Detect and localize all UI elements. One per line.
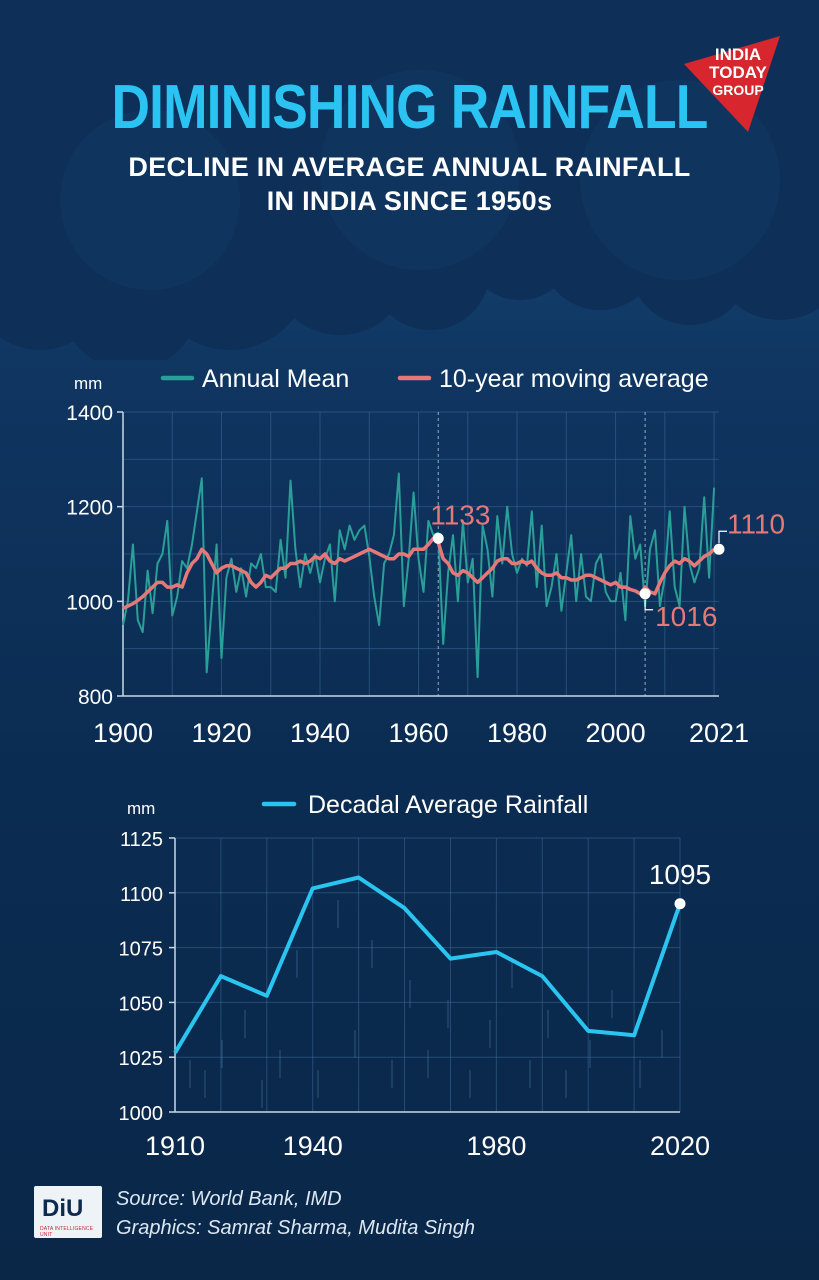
x-tick-label: 1980 [487,718,547,748]
source-text: Source: World Bank, IMD [116,1188,342,1210]
credits-text: Graphics: Samrat Sharma, Mudita Singh [116,1217,476,1239]
y-tick-label: 1075 [119,939,164,961]
x-tick-label: 1920 [191,718,251,748]
logo-line3: GROUP [712,82,763,98]
subtitle-line1: DECLINE IN AVERAGE ANNUAL RAINFALL [128,152,691,182]
leader-1110 [718,530,727,544]
subtitle-line2: IN INDIA SINCE 1950s [266,186,553,216]
x-tick-label: 1940 [283,1131,343,1161]
annual-mean-line [122,472,716,679]
data-label-1095: 1095 [649,859,711,890]
legend-label-annual: Annual Mean [202,365,349,393]
point-1016 [639,588,651,600]
leader-1016 [644,599,654,611]
x-tick-label: 2000 [586,718,646,748]
x-tick-label: 2020 [650,1131,710,1161]
diu-badge-sub: DATA INTELLIGENCE UNIT [40,1226,94,1238]
diu-logo: DiU DATA INTELLIGENCE UNIT [34,1186,102,1238]
point-1110 [713,543,725,555]
x-tick-label: 1900 [93,718,153,748]
logo-line2: TODAY [709,63,767,82]
x-tick-label: 1980 [466,1131,526,1161]
india-today-logo: INDIA TODAY GROUP [684,36,780,132]
y-tick-label: 1000 [119,1103,164,1125]
legend-label-moving: 10-year moving average [439,365,709,393]
x-tick-label: 1940 [290,718,350,748]
y-tick-label: 1050 [119,993,164,1015]
y-tick-label: 1200 [66,497,113,520]
decadal-rainfall-chart: 1000 1025 1050 1075 1100 1125 mm 1910 1940 1980 20… [119,791,712,1161]
data-label-1110: 1110 [727,508,785,539]
data-label-1133: 1133 [430,499,490,530]
annual-rainfall-chart: 800 1000 1200 1400 mm 1900 1920 1940 1960 1980 200… [66,365,785,748]
y-tick-label: 1000 [66,591,113,614]
y-tick-label: 1400 [66,402,113,425]
y-tick-label: 1025 [119,1048,164,1070]
y-tick-label: 1100 [120,884,163,906]
decadal-average-line [173,875,682,1054]
point-1095 [674,898,686,910]
legend-label-decadal: Decadal Average Rainfall [308,791,588,819]
y-axis-label: mm [74,374,102,393]
x-tick-label: 1960 [388,718,448,748]
moving-average-line [122,536,716,610]
y-tick-label: 800 [78,686,113,709]
x-tick-label: 2021 [689,718,749,748]
diu-badge: DiU [42,1195,84,1222]
page-title: DIMINISHING RAINFALL [111,73,709,142]
data-label-1016: 1016 [655,601,717,632]
subtitle: DECLINE IN AVERAGE ANNUAL RAINFALL IN IN… [0,150,819,218]
y-axis-label: mm [127,799,155,818]
storm-clouds [0,0,819,360]
point-1133 [432,532,444,544]
logo-line1: INDIA [715,45,761,64]
x-tick-label: 1910 [145,1131,205,1161]
y-tick-label: 1125 [120,829,163,851]
footer: DiU DATA INTELLIGENCE UNIT Source: World… [34,1186,794,1246]
